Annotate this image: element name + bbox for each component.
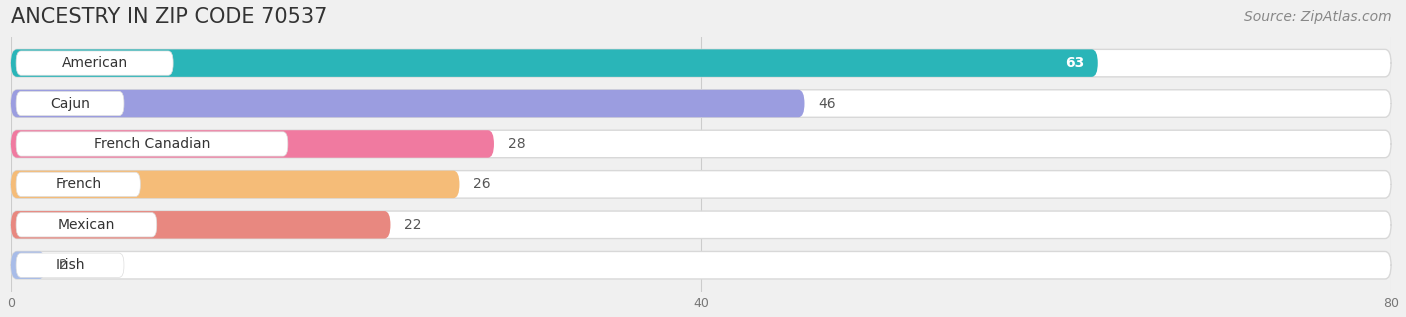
Text: Cajun: Cajun <box>51 97 90 111</box>
FancyBboxPatch shape <box>11 171 1391 198</box>
Text: American: American <box>62 56 128 70</box>
FancyBboxPatch shape <box>11 251 1391 279</box>
FancyBboxPatch shape <box>15 213 156 237</box>
Text: 26: 26 <box>474 178 491 191</box>
FancyBboxPatch shape <box>11 211 391 239</box>
Text: French Canadian: French Canadian <box>94 137 209 151</box>
FancyBboxPatch shape <box>11 251 45 279</box>
Text: 22: 22 <box>405 218 422 232</box>
Text: 46: 46 <box>818 97 837 111</box>
FancyBboxPatch shape <box>11 49 1098 77</box>
FancyBboxPatch shape <box>11 130 494 158</box>
FancyBboxPatch shape <box>11 130 1391 158</box>
FancyBboxPatch shape <box>15 253 124 277</box>
FancyBboxPatch shape <box>11 49 1391 77</box>
FancyBboxPatch shape <box>15 51 173 75</box>
FancyBboxPatch shape <box>11 171 460 198</box>
Text: 2: 2 <box>59 258 67 272</box>
FancyBboxPatch shape <box>15 132 288 156</box>
Text: ANCESTRY IN ZIP CODE 70537: ANCESTRY IN ZIP CODE 70537 <box>11 7 328 27</box>
FancyBboxPatch shape <box>15 172 141 197</box>
FancyBboxPatch shape <box>11 90 1391 117</box>
Text: Mexican: Mexican <box>58 218 115 232</box>
Text: French: French <box>55 178 101 191</box>
FancyBboxPatch shape <box>11 90 804 117</box>
FancyBboxPatch shape <box>11 211 1391 239</box>
Text: 63: 63 <box>1064 56 1084 70</box>
Text: Irish: Irish <box>55 258 84 272</box>
Text: Source: ZipAtlas.com: Source: ZipAtlas.com <box>1244 10 1392 23</box>
Text: 28: 28 <box>508 137 526 151</box>
FancyBboxPatch shape <box>15 91 124 116</box>
